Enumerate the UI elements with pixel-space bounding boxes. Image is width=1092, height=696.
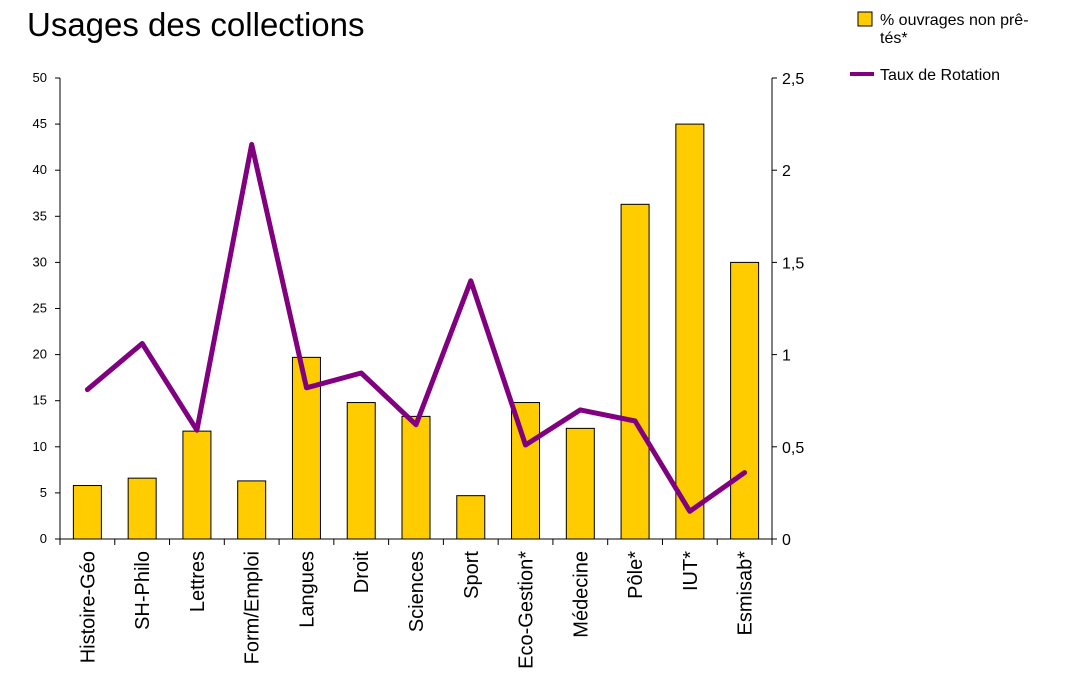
bar <box>127 477 157 540</box>
bar <box>730 261 760 540</box>
left-tick-label: 35 <box>33 208 47 223</box>
right-tick-label: 0 <box>782 532 791 549</box>
right-tick-label: 1,5 <box>782 255 804 272</box>
left-tick-label: 15 <box>33 393 47 408</box>
right-tick-label: 2 <box>782 163 791 180</box>
bar <box>511 402 541 540</box>
bar <box>456 495 486 540</box>
x-axis-labels: Histoire-Géo SH-Philo Lettres Form/Emploi La… <box>59 539 773 669</box>
right-tick-label: 2,5 <box>782 71 804 88</box>
chart-title: Usages des collections <box>27 6 365 43</box>
left-tick-label: 45 <box>33 116 47 131</box>
right-tick-label: 1 <box>782 348 791 365</box>
bar-series <box>72 123 760 540</box>
category-label: Sciences <box>406 551 428 632</box>
left-tick-label: 0 <box>40 531 47 546</box>
legend-label-line: Taux de Rotation <box>880 67 1000 84</box>
bar <box>565 427 595 540</box>
bar <box>72 485 102 540</box>
category-label: Pôle* <box>625 551 647 599</box>
category-label: SH-Philo <box>132 551 154 630</box>
left-tick-label: 30 <box>33 254 47 269</box>
category-label: Histoire-Géo <box>77 551 99 663</box>
bar <box>675 123 705 540</box>
category-label: IUT* <box>680 551 702 591</box>
category-label: Droit <box>351 551 373 594</box>
category-label: Eco-Gestion* <box>516 551 538 669</box>
right-tick-label: 0,5 <box>782 440 804 457</box>
category-label: Form/Emploi <box>242 551 264 664</box>
legend-label-bars: tés* <box>880 30 908 47</box>
bar <box>237 480 267 540</box>
legend: % ouvrages non prê-tés* Taux de Rotation <box>850 11 1029 84</box>
left-tick-label: 20 <box>33 347 47 362</box>
category-label: Médecine <box>570 551 592 638</box>
bar <box>182 430 212 540</box>
left-tick-label: 50 <box>33 70 47 85</box>
legend-swatch-bars <box>857 11 873 27</box>
bar <box>401 415 431 540</box>
left-tick-label: 25 <box>33 301 47 316</box>
bar <box>346 402 376 540</box>
category-label: Esmisab* <box>735 551 757 636</box>
category-label: Langues <box>296 551 318 628</box>
left-tick-label: 40 <box>33 162 47 177</box>
left-tick-label: 10 <box>33 439 47 454</box>
bar <box>620 203 650 540</box>
legend-label-bars: % ouvrages non prê- <box>880 12 1029 29</box>
category-label: Lettres <box>187 551 209 612</box>
right-y-axis: 0 0,5 1 1,5 2 2,5 <box>771 71 804 549</box>
line-series <box>84 141 748 514</box>
category-label: Sport <box>461 551 483 599</box>
left-tick-label: 5 <box>40 485 47 500</box>
